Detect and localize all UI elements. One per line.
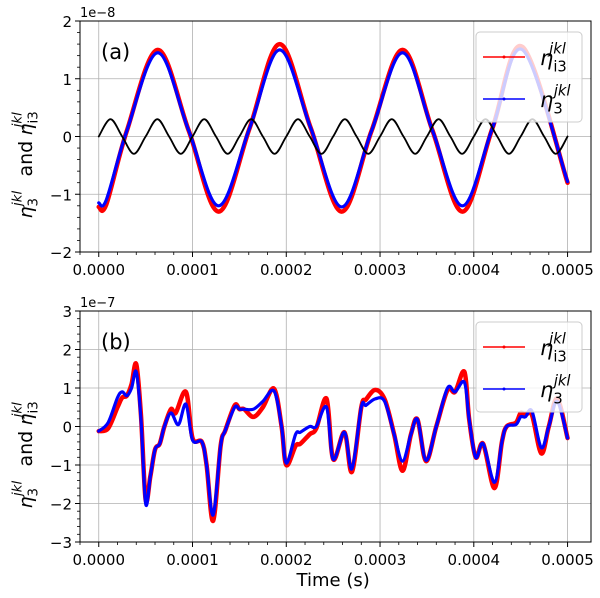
x-tick-label: 0.0005 (541, 551, 594, 569)
y-tick-label: 3 (62, 303, 72, 321)
panel-label: (b) (101, 330, 131, 354)
y-tick-label: −1 (50, 186, 72, 204)
y-label-conj: and (15, 141, 37, 177)
offset-text: 1e−8 (80, 6, 115, 21)
panel-b: 0.0000 0.0001 0.0002 0.0003 0.0004 0.0005 −3 −2… (11, 296, 594, 591)
y-tick-label: 1 (62, 380, 72, 398)
x-tick-label: 0.0004 (448, 261, 501, 279)
legend-box (475, 321, 583, 413)
x-tick-label: 0.0005 (541, 261, 594, 279)
x-tick-label: 0.0002 (260, 261, 313, 279)
y-tick-label: −2 (50, 244, 72, 262)
y-tick-label: 0 (62, 129, 72, 147)
y-tick-label: 2 (62, 13, 72, 31)
y-tick-label: 2 (62, 342, 72, 360)
x-tick-label: 0.0003 (354, 551, 407, 569)
y-axis-label: η3jkl and ηi3jkl (11, 401, 42, 508)
series-line-reference (97, 118, 569, 155)
legend-label-eta_3: η3jkl (540, 372, 571, 407)
legend-marker-eta_i3 (502, 345, 506, 349)
y-tick-label: −2 (50, 496, 72, 514)
x-tick-label: 0.0000 (73, 551, 126, 569)
x-axis-label: Time (s) (296, 570, 370, 591)
series-line-eta_3 (97, 369, 570, 517)
y-label-etai3: ηi3jkl (11, 401, 42, 425)
legend: ηi3jkl η3jkl (475, 31, 583, 123)
legend-marker-eta_i3 (502, 55, 506, 59)
x-tick-label: 0.0001 (166, 261, 219, 279)
legend-label-eta_3: η3jkl (540, 82, 571, 117)
y-label-eta3: η3jkl (11, 191, 42, 219)
x-tick-label: 0.0003 (354, 261, 407, 279)
series-group (96, 361, 570, 524)
y-tick-label: −1 (50, 457, 72, 475)
offset-text: 1e−7 (80, 296, 115, 311)
y-tick-label: −3 (50, 534, 72, 552)
legend-marker-eta_3 (502, 97, 506, 101)
legend-label-eta_i3: ηi3jkl (540, 330, 567, 365)
x-tick-label: 0.0002 (260, 551, 313, 569)
legend-marker-eta_3 (502, 387, 506, 391)
y-label-eta3: η3jkl (11, 481, 42, 509)
legend-label-eta_i3: ηi3jkl (540, 40, 567, 75)
y-tick-label: 0 (62, 419, 72, 437)
y-tick-label: 1 (62, 71, 72, 89)
series-line-eta_3 (97, 47, 570, 209)
y-axis-label: η3jkl and ηi3jkl (11, 111, 42, 218)
x-tick-label: 0.0001 (166, 551, 219, 569)
legend-box (475, 31, 583, 123)
panel-a: 0.0000 0.0001 0.0002 0.0003 0.0004 0.0005 −2 −1… (11, 6, 594, 279)
y-label-conj: and (15, 431, 37, 467)
x-tick-label: 0.0000 (73, 261, 126, 279)
y-label-etai3: ηi3jkl (11, 111, 42, 135)
panel-label: (a) (101, 40, 130, 64)
x-tick-label: 0.0004 (448, 551, 501, 569)
legend: ηi3jkl η3jkl (475, 321, 583, 413)
